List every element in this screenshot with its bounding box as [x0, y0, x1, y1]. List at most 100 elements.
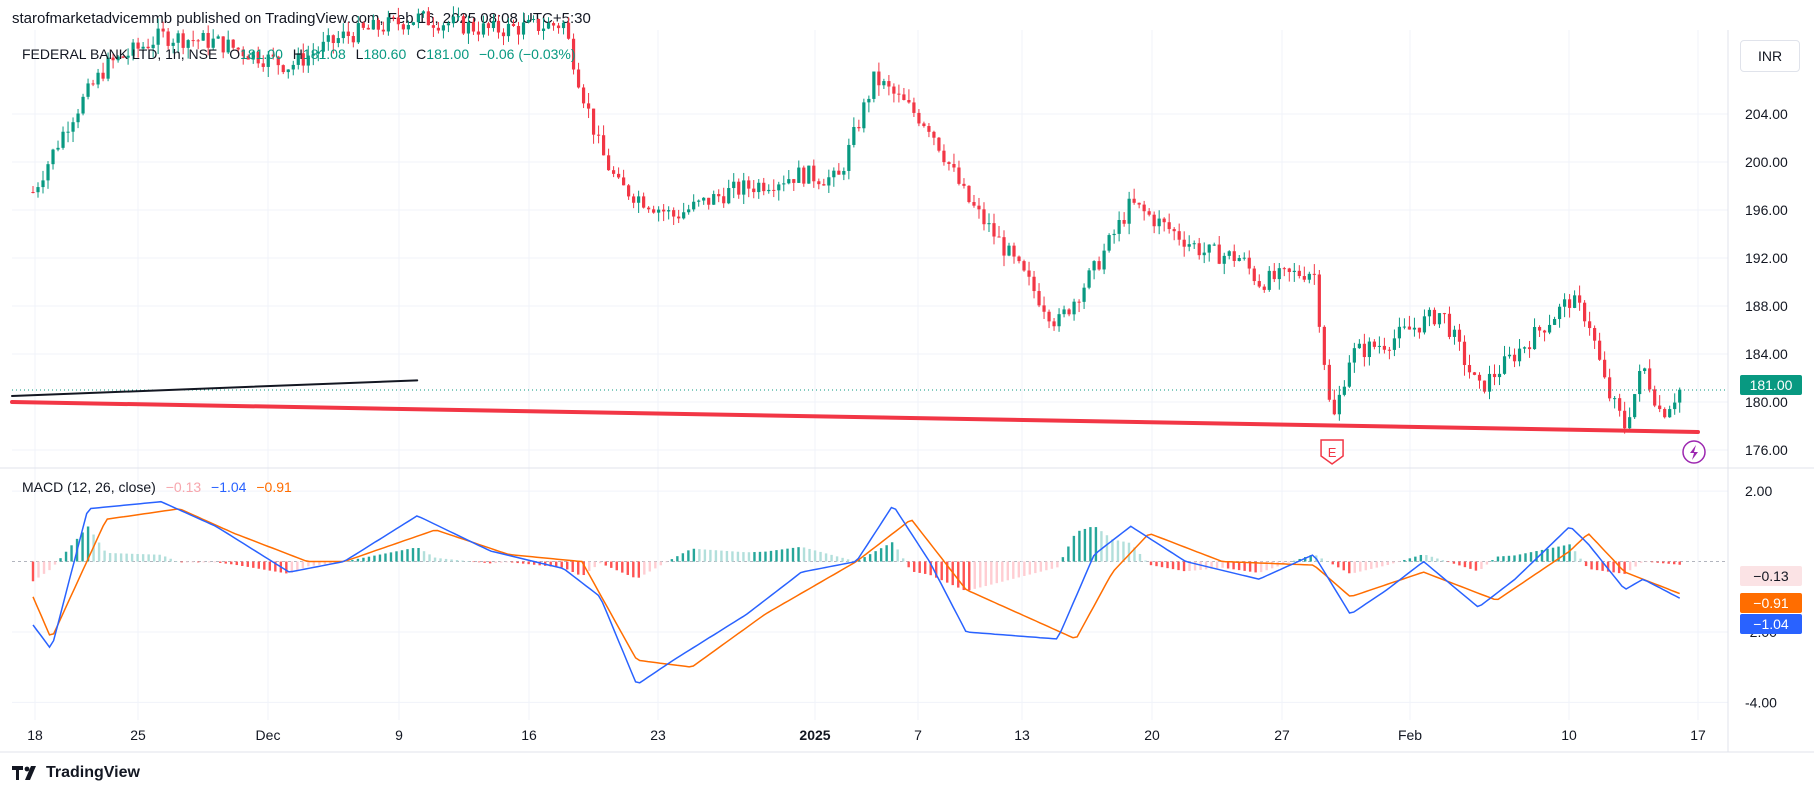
macd-histogram: [31, 526, 1681, 591]
candle-body: [1152, 214, 1156, 227]
candle-body: [151, 44, 155, 49]
candle-body: [1172, 229, 1176, 232]
macd-hist-bar: [158, 554, 161, 562]
macd-hist-bar: [1661, 561, 1665, 564]
candle-body: [1297, 270, 1301, 277]
candle-body: [216, 36, 220, 39]
candle-body: [1407, 326, 1412, 330]
change-value: −0.06 (−0.03%): [479, 46, 576, 62]
candle-body: [231, 39, 235, 48]
candle-body: [471, 22, 476, 32]
candle-body: [176, 33, 180, 43]
macd-hist-bar: [285, 561, 288, 574]
high-label: H: [292, 46, 303, 62]
macd-hist-bar: [698, 549, 701, 562]
candle-body: [201, 32, 205, 41]
symbol-label[interactable]: FEDERAL BANK LTD, 1h, NSE: [22, 46, 218, 62]
macd-hist-bar: [186, 561, 189, 563]
macd-hist-bar: [527, 561, 530, 565]
candle-body: [596, 134, 601, 136]
macd-hist-bar: [114, 553, 117, 562]
macd-hist-bar: [329, 561, 332, 564]
candle-body: [1487, 373, 1492, 392]
macd-hist-bar: [208, 561, 211, 563]
candle-body: [1232, 251, 1236, 261]
macd-hist-bar: [1226, 561, 1230, 569]
candle-body: [1618, 398, 1622, 411]
macd-hist-bar: [1045, 561, 1048, 571]
candle-body: [496, 20, 501, 33]
candle-body: [1287, 268, 1291, 273]
candle-body: [1673, 402, 1677, 410]
candle-body: [932, 131, 936, 138]
candle-body: [887, 81, 891, 87]
candle-body: [1477, 374, 1482, 381]
macd-hist-bar: [1270, 561, 1274, 569]
candle-body: [1497, 373, 1502, 378]
macd-hist-bar: [384, 553, 387, 562]
macd-hist-bar: [1634, 561, 1637, 567]
candle-body: [1132, 198, 1136, 203]
candle-body: [86, 83, 90, 97]
macd-hist-bar: [395, 551, 398, 562]
candle-body: [1648, 368, 1652, 390]
macd-hist-bar: [1507, 555, 1511, 562]
macd-hist-bar: [472, 561, 475, 563]
candle-body: [591, 108, 596, 135]
candle-body: [426, 11, 431, 26]
macd-hist-bar: [174, 561, 178, 562]
macd-title[interactable]: MACD (12, 26, close): [22, 479, 156, 495]
macd-hist-bar: [450, 559, 453, 562]
macd-hist-bar: [1210, 561, 1213, 569]
macd-hist-bar: [318, 561, 321, 565]
candle-body: [1517, 348, 1522, 362]
candle-body: [1382, 345, 1386, 350]
macd-hist-bar: [169, 558, 172, 562]
candle-body: [1277, 268, 1281, 280]
macd-hist-bar: [968, 561, 971, 591]
macd-hist-bar: [676, 556, 679, 562]
candle-body: [1492, 373, 1497, 378]
candle-body: [1482, 380, 1487, 392]
price-tick-label: 188.00: [1745, 298, 1788, 314]
macd-hist-bar: [1513, 555, 1516, 562]
macd-hist-bar: [692, 548, 696, 562]
candle-body: [136, 42, 140, 49]
candle-body: [516, 25, 521, 35]
currency-button[interactable]: INR: [1740, 40, 1800, 72]
candle-body: [156, 28, 160, 45]
candle-body: [1427, 309, 1432, 317]
macd-hist-bar: [1480, 561, 1483, 569]
macd-hist-bar: [263, 561, 266, 570]
macd-hist-bar: [1524, 553, 1527, 562]
macd-hist-bar: [1039, 561, 1043, 572]
candle-body: [306, 55, 310, 66]
macd-hist-bar: [1562, 545, 1566, 562]
candle-body: [1242, 257, 1246, 259]
macd-hist-bar: [604, 561, 607, 566]
macd-hist-bar: [42, 561, 46, 574]
candle-body: [732, 181, 736, 189]
candle-body: [186, 40, 190, 48]
macd-hist-bar: [1089, 527, 1092, 562]
macd-hist-bar: [935, 561, 938, 578]
macd-hist-bar: [780, 549, 784, 562]
candle-body: [1372, 341, 1376, 347]
candle-body: [1542, 330, 1547, 333]
candle-body: [466, 22, 471, 34]
macd-hist-bar: [1232, 561, 1235, 570]
candle-body: [71, 122, 75, 132]
candle-body: [181, 33, 185, 48]
macd-hist-bar: [1304, 557, 1307, 562]
tradingview-brand[interactable]: TradingView: [12, 764, 140, 782]
macd-hist-bar: [1645, 561, 1648, 563]
macd-hist-bar: [1414, 556, 1417, 562]
candle-body: [606, 155, 611, 171]
macd-hist-bar: [191, 561, 194, 563]
macd-hist-bar: [764, 551, 767, 562]
candle-body: [1442, 313, 1447, 315]
macd-hist-bar: [1265, 561, 1268, 571]
candle-body: [111, 57, 115, 61]
candle-body: [957, 167, 961, 184]
